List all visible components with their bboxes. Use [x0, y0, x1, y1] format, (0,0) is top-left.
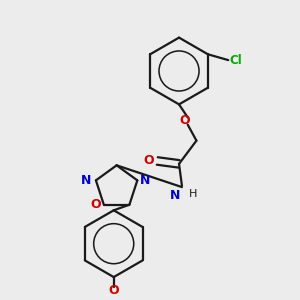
Text: N: N — [140, 174, 151, 187]
Text: O: O — [144, 154, 154, 167]
Text: N: N — [170, 188, 181, 202]
Text: N: N — [81, 174, 92, 187]
Text: O: O — [108, 284, 119, 297]
Text: Cl: Cl — [230, 54, 242, 67]
Text: H: H — [189, 188, 198, 199]
Text: O: O — [179, 114, 190, 127]
Text: O: O — [90, 198, 101, 211]
